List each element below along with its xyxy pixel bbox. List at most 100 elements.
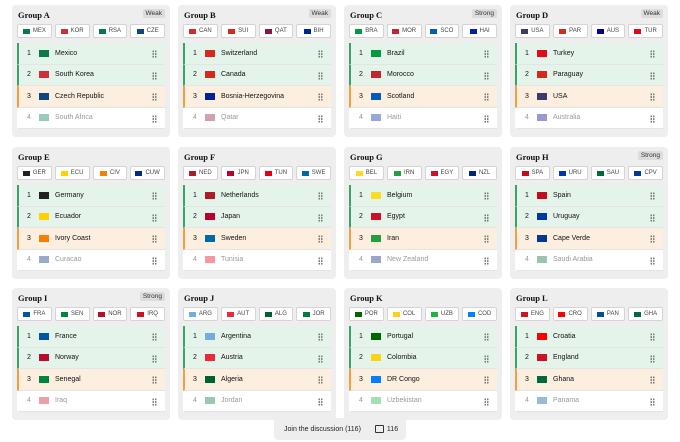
standing-row[interactable]: 4 New Zealand	[349, 250, 497, 271]
team-chip[interactable]: CPV	[628, 166, 663, 180]
standing-row[interactable]: 3 Sweden	[183, 228, 331, 250]
standing-row[interactable]: 1 Spain	[515, 185, 663, 207]
team-chip[interactable]: NOR	[92, 307, 128, 321]
team-chip[interactable]: AUS	[590, 24, 626, 38]
standing-row[interactable]: 4 Qatar	[183, 108, 331, 129]
team-chip[interactable]: TUN	[258, 166, 294, 180]
team-chip[interactable]: UZB	[424, 307, 460, 321]
team-chip[interactable]: EGY	[424, 166, 460, 180]
team-chip[interactable]: BEL	[349, 166, 384, 180]
drag-handle[interactable]	[152, 50, 157, 58]
drag-handle[interactable]	[318, 397, 323, 406]
drag-handle[interactable]	[484, 256, 489, 265]
drag-handle[interactable]	[650, 256, 655, 265]
standing-row[interactable]: 3 Algeria	[183, 369, 331, 391]
drag-handle[interactable]	[484, 114, 489, 123]
standing-row[interactable]: 1 Netherlands	[183, 185, 331, 207]
team-chip[interactable]: BRA	[349, 24, 384, 38]
drag-handle[interactable]	[650, 93, 655, 101]
standing-row[interactable]: 2 Morocco	[349, 64, 497, 86]
team-chip[interactable]: POR	[349, 307, 384, 321]
standing-row[interactable]: 4 Haiti	[349, 108, 497, 129]
drag-handle[interactable]	[484, 71, 489, 80]
drag-handle[interactable]	[650, 50, 655, 58]
standing-row[interactable]: 4 Tunisia	[183, 250, 331, 271]
drag-handle[interactable]	[318, 333, 323, 341]
standing-row[interactable]: 2 Japan	[183, 206, 331, 228]
team-chip[interactable]: PAN	[590, 307, 626, 321]
drag-handle[interactable]	[650, 397, 655, 406]
team-chip[interactable]: CRO	[552, 307, 588, 321]
standing-row[interactable]: 2 Uruguay	[515, 206, 663, 228]
standing-row[interactable]: 3 Scotland	[349, 86, 497, 108]
team-chip[interactable]: JOR	[296, 307, 331, 321]
standing-row[interactable]: 2 Austria	[183, 347, 331, 369]
team-chip[interactable]: MEX	[17, 24, 52, 38]
team-chip[interactable]: MOR	[386, 24, 422, 38]
drag-handle[interactable]	[152, 376, 157, 384]
standing-row[interactable]: 1 Brazil	[349, 43, 497, 65]
standing-row[interactable]: 3 Bosnia-Herzegovina	[183, 86, 331, 108]
standing-row[interactable]: 2 Colombia	[349, 347, 497, 369]
standing-row[interactable]: 3 Senegal	[17, 369, 165, 391]
standing-row[interactable]: 2 England	[515, 347, 663, 369]
standing-row[interactable]: 1 Argentina	[183, 326, 331, 348]
team-chip[interactable]: KOR	[54, 24, 90, 38]
drag-handle[interactable]	[484, 333, 489, 341]
standing-row[interactable]: 2 Paraguay	[515, 64, 663, 86]
team-chip[interactable]: CAN	[183, 24, 218, 38]
standing-row[interactable]: 3 Ghana	[515, 369, 663, 391]
team-chip[interactable]: ENG	[515, 307, 550, 321]
drag-handle[interactable]	[650, 235, 655, 243]
standing-row[interactable]: 1 Germany	[17, 185, 165, 207]
team-chip[interactable]: SCO	[424, 24, 460, 38]
standing-row[interactable]: 4 Panama	[515, 391, 663, 412]
team-chip[interactable]: JPN	[220, 166, 256, 180]
standing-row[interactable]: 4 Australia	[515, 108, 663, 129]
standing-row[interactable]: 1 Belgium	[349, 185, 497, 207]
standing-row[interactable]: 2 Egypt	[349, 206, 497, 228]
team-chip[interactable]: IRQ	[130, 307, 165, 321]
standing-row[interactable]: 3 DR Congo	[349, 369, 497, 391]
team-chip[interactable]: SEN	[54, 307, 90, 321]
team-chip[interactable]: CZE	[130, 24, 165, 38]
drag-handle[interactable]	[152, 256, 157, 265]
standing-row[interactable]: 3 USA	[515, 86, 663, 108]
discussion-button[interactable]: Join the discussion (116)	[284, 425, 361, 433]
team-chip[interactable]: SUI	[220, 24, 256, 38]
drag-handle[interactable]	[650, 213, 655, 222]
team-chip[interactable]: ARG	[183, 307, 218, 321]
team-chip[interactable]: BIH	[296, 24, 331, 38]
drag-handle[interactable]	[152, 397, 157, 406]
standing-row[interactable]: 4 Iraq	[17, 391, 165, 412]
drag-handle[interactable]	[484, 354, 489, 363]
team-chip[interactable]: SAU	[590, 166, 626, 180]
drag-handle[interactable]	[318, 354, 323, 363]
team-chip[interactable]: CIV	[92, 166, 128, 180]
drag-handle[interactable]	[152, 114, 157, 123]
drag-handle[interactable]	[152, 333, 157, 341]
standing-row[interactable]: 1 France	[17, 326, 165, 348]
team-chip[interactable]: SWE	[296, 166, 331, 180]
drag-handle[interactable]	[318, 213, 323, 222]
drag-handle[interactable]	[650, 192, 655, 200]
comment-count[interactable]: 116	[374, 425, 398, 433]
team-chip[interactable]: GER	[17, 166, 52, 180]
drag-handle[interactable]	[152, 235, 157, 243]
team-chip[interactable]: TUR	[628, 24, 663, 38]
drag-handle[interactable]	[650, 71, 655, 80]
drag-handle[interactable]	[152, 354, 157, 363]
drag-handle[interactable]	[152, 213, 157, 222]
team-chip[interactable]: PAR	[552, 24, 588, 38]
standing-row[interactable]: 2 Canada	[183, 64, 331, 86]
drag-handle[interactable]	[318, 50, 323, 58]
standing-row[interactable]: 3 Cape Verde	[515, 228, 663, 250]
team-chip[interactable]: URU	[552, 166, 588, 180]
drag-handle[interactable]	[650, 354, 655, 363]
drag-handle[interactable]	[152, 93, 157, 101]
team-chip[interactable]: COD	[462, 307, 497, 321]
drag-handle[interactable]	[484, 213, 489, 222]
team-chip[interactable]: GHA	[628, 307, 663, 321]
standing-row[interactable]: 1 Mexico	[17, 43, 165, 65]
drag-handle[interactable]	[318, 93, 323, 101]
